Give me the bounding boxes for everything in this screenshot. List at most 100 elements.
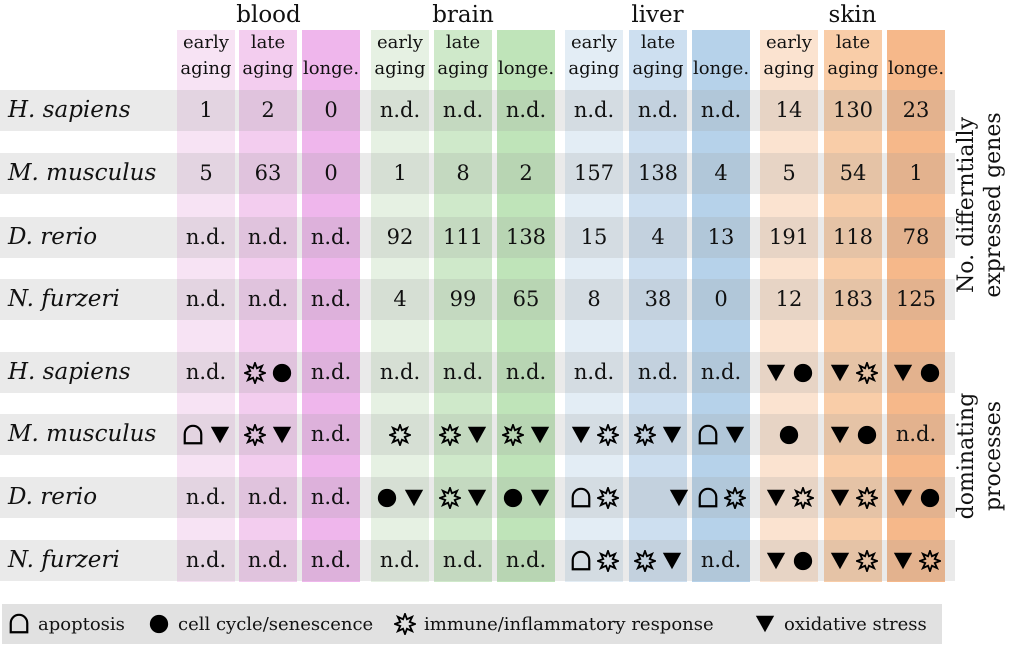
stage-header: late aging — [437, 32, 489, 79]
process-cell — [757, 414, 821, 455]
gene-count-cell: 13 — [707, 225, 735, 249]
process-cell — [757, 540, 821, 581]
cell-cycle-icon — [793, 551, 812, 570]
gene-count-cell: 15 — [580, 225, 608, 249]
gene-count-cell: 5 — [782, 161, 796, 185]
gene-count-cell: 111 — [442, 225, 484, 249]
column-background — [239, 30, 297, 582]
species-label: N. furzeri — [8, 547, 120, 573]
legend: apoptosis cell cycle/senescence immune/inf… — [2, 604, 942, 644]
oxidative-stress-icon — [725, 426, 744, 443]
stage-header: early aging — [763, 32, 815, 79]
stage-header: early aging — [374, 32, 426, 79]
stage-header: early aging — [180, 32, 232, 79]
processes-axis-label: dominating processes — [954, 392, 1006, 520]
stage-header: late aging — [827, 32, 879, 79]
stage-header: longe. — [692, 58, 750, 79]
gene-count-cell: 8 — [587, 287, 601, 311]
oxidative-stress-icon — [662, 552, 681, 569]
legend-item: oxidative stress — [754, 604, 927, 644]
row-band — [0, 153, 955, 194]
process-cell — [689, 414, 753, 455]
gene-count-cell: 65 — [512, 287, 540, 311]
immune-response-icon — [633, 549, 656, 572]
gene-count-cell: n.d. — [637, 98, 679, 122]
process-cell-nd: n.d. — [247, 485, 289, 509]
oxidative-stress-icon — [571, 426, 590, 443]
row-band — [0, 217, 955, 258]
immune-response-icon — [394, 613, 416, 635]
column-background — [177, 30, 235, 582]
process-cell — [562, 477, 626, 518]
gene-count-cell: 92 — [386, 225, 414, 249]
oxidative-stress-icon — [830, 489, 849, 506]
cell-cycle-icon — [857, 425, 876, 444]
tissue-header: brain — [432, 2, 494, 28]
legend-label: cell cycle/senescence — [178, 613, 374, 635]
process-cell — [821, 540, 885, 581]
oxidative-stress-icon — [530, 489, 549, 506]
process-cell-nd: n.d. — [895, 422, 937, 446]
gene-count-cell: 138 — [637, 161, 679, 185]
tissue-header: liver — [631, 2, 684, 28]
tissue-header: blood — [236, 2, 301, 28]
immune-response-icon — [596, 549, 619, 572]
process-cell — [821, 477, 885, 518]
process-cell-nd: n.d. — [442, 548, 484, 572]
process-cell — [494, 477, 558, 518]
oxidative-stress-icon — [669, 489, 689, 506]
process-cell-nd: n.d. — [310, 360, 352, 384]
oxidative-stress-icon — [404, 489, 423, 506]
stage-header: early aging — [568, 32, 620, 79]
immune-response-icon — [596, 486, 619, 509]
stage-header: late aging — [632, 32, 684, 79]
species-label: N. furzeri — [8, 286, 120, 312]
process-cell-nd: n.d. — [442, 360, 484, 384]
apoptosis-icon — [571, 550, 590, 570]
process-cell-nd: n.d. — [379, 360, 421, 384]
gene-count-cell: n.d. — [247, 225, 289, 249]
row-band — [0, 279, 955, 320]
cell-cycle-icon — [779, 425, 799, 444]
gene-count-cell: 0 — [324, 161, 338, 185]
cell-cycle-icon — [377, 488, 396, 507]
process-cell — [884, 477, 948, 518]
tissue-header: skin — [828, 2, 877, 28]
gene-count-cell: 4 — [714, 161, 728, 185]
gene-count-cell: 183 — [832, 287, 874, 311]
gene-count-cell: 63 — [254, 161, 282, 185]
cell-cycle-icon — [920, 363, 939, 382]
gene-count-cell: 23 — [902, 98, 930, 122]
gene-count-cell: n.d. — [310, 287, 352, 311]
apoptosis-icon — [698, 424, 717, 444]
oxidative-stress-icon — [467, 489, 486, 506]
apoptosis-icon — [698, 487, 717, 507]
gene-count-cell: n.d. — [379, 98, 421, 122]
oxidative-stress-icon — [830, 426, 849, 443]
process-cell — [821, 352, 885, 393]
oxidative-stress-icon — [766, 489, 785, 506]
process-cell — [494, 414, 558, 455]
gene-count-cell: 99 — [449, 287, 477, 311]
process-cell — [368, 414, 432, 455]
stage-header: longe. — [302, 58, 360, 79]
immune-response-icon — [633, 423, 656, 446]
process-cell-nd: n.d. — [637, 360, 679, 384]
row-band — [0, 90, 955, 131]
gene-count-cell: 1 — [909, 161, 923, 185]
stage-header: longe. — [887, 58, 945, 79]
gene-count-cell: n.d. — [185, 225, 227, 249]
gene-count-cell: 2 — [519, 161, 533, 185]
oxidative-stress-icon — [530, 426, 549, 443]
gene-count-cell: 157 — [573, 161, 615, 185]
immune-response-icon — [791, 486, 814, 509]
oxidative-stress-icon — [272, 426, 291, 443]
gene-count-cell: 12 — [775, 287, 803, 311]
apoptosis-icon — [9, 613, 29, 634]
immune-response-icon — [855, 486, 878, 509]
apoptosis-icon — [183, 424, 202, 444]
immune-response-icon — [438, 486, 461, 509]
process-cell-nd: n.d. — [185, 485, 227, 509]
gene-count-cell: 8 — [456, 161, 470, 185]
process-cell-nd: n.d. — [310, 548, 352, 572]
